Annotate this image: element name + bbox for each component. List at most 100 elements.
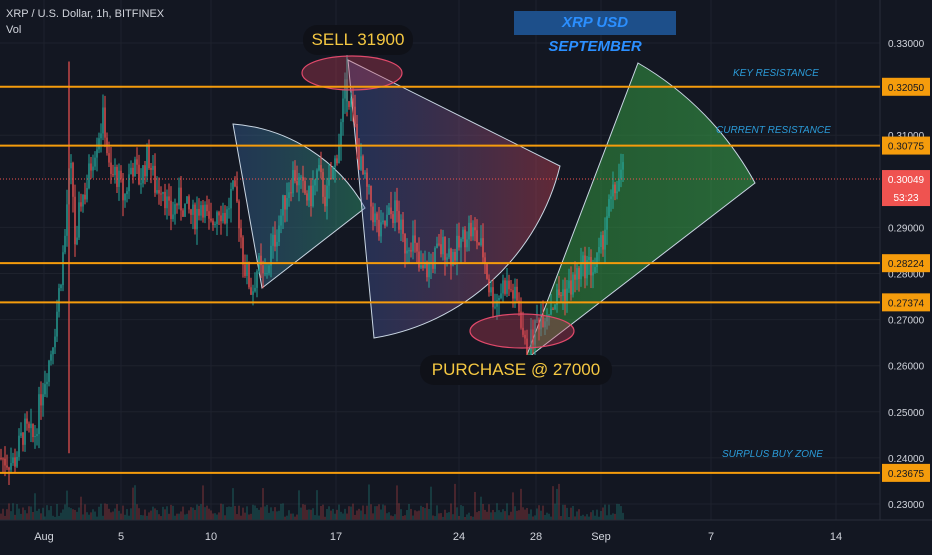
volume-bar (280, 503, 282, 520)
candle-body (232, 180, 234, 190)
volume-bar (528, 513, 530, 520)
candle-body (380, 222, 382, 237)
candle-body (254, 287, 256, 292)
volume-bar (576, 511, 578, 520)
volume-bar (352, 503, 354, 520)
volume-bar (278, 510, 280, 520)
candle-body (184, 203, 186, 217)
candle-body (472, 227, 474, 237)
candle-body (488, 278, 490, 293)
volume-bar (550, 516, 552, 520)
volume-bar (174, 515, 176, 520)
candle-body (140, 183, 142, 185)
candle-body (204, 204, 206, 218)
candle-body (512, 290, 514, 299)
volume-bar (248, 514, 250, 520)
candle-body (126, 191, 128, 195)
volume-bar (376, 506, 378, 520)
volume-bar (400, 509, 402, 520)
candle-body (452, 251, 454, 266)
candle-body (432, 262, 434, 269)
volume-bar (148, 512, 150, 520)
volume-bar (276, 511, 278, 520)
candle-body (618, 178, 620, 192)
candle-body (538, 319, 540, 330)
volume-bar (584, 516, 586, 520)
x-tick-label: 24 (453, 531, 465, 543)
candle-body (384, 220, 386, 226)
volume-bar (464, 516, 466, 520)
volume-bar (102, 515, 104, 520)
volume-bar (10, 511, 12, 520)
candle-body (516, 286, 518, 301)
volume-bar (324, 516, 326, 520)
volume-bar (20, 513, 22, 520)
candle-body (42, 394, 44, 406)
volume-bar (594, 515, 596, 520)
candle-body (470, 222, 472, 237)
candle-body (156, 190, 158, 193)
candle-body (556, 289, 558, 305)
candle-body (248, 263, 250, 288)
candle-body (158, 190, 160, 194)
y-tick-label: 0.27000 (888, 316, 925, 327)
volume-bar (532, 516, 534, 520)
volume-bar (234, 505, 236, 520)
candle-body (594, 267, 596, 273)
volume-bar (240, 515, 242, 520)
candle-body (506, 280, 508, 294)
candle-body (574, 274, 576, 280)
volume-bar (214, 513, 216, 520)
candle-body (312, 185, 314, 206)
candle-body (122, 178, 124, 201)
volume-bar (224, 515, 226, 520)
volume-bar (0, 513, 2, 520)
candle-body (242, 237, 244, 265)
candle-body (334, 158, 336, 168)
candle-body (388, 207, 390, 215)
volume-bar (386, 513, 388, 520)
volume-bar (158, 514, 160, 520)
volume-bar (478, 510, 480, 520)
volume-bar (44, 516, 46, 520)
volume-bar (412, 515, 414, 520)
volume-bar (226, 507, 228, 520)
candle-body (484, 257, 486, 264)
volume-bar (468, 512, 470, 520)
candle-body (402, 219, 404, 234)
candle-body (154, 165, 156, 193)
candle-body (436, 243, 438, 249)
candle-body (120, 170, 122, 179)
volume-bar (552, 486, 554, 520)
level-badge-text: 0.32050 (888, 83, 925, 94)
volume-bar (590, 512, 592, 520)
volume-bars (0, 483, 624, 520)
candle-body (260, 255, 262, 266)
candle-body (434, 248, 436, 269)
volume-bar (176, 513, 178, 520)
volume-bar (34, 493, 36, 520)
candle-body (132, 167, 134, 177)
volume-bar (238, 505, 240, 520)
candle-body (460, 238, 462, 248)
volume-bar (166, 506, 168, 520)
candle-body (282, 195, 284, 216)
volume-bar (72, 509, 74, 520)
candle-body (344, 79, 346, 99)
volume-bar (284, 516, 286, 520)
candle-body (572, 274, 574, 295)
volume-bar (218, 512, 220, 520)
volume-bar (360, 510, 362, 520)
candle-body (202, 205, 204, 218)
volume-bar (392, 516, 394, 520)
candle-body (84, 194, 86, 200)
candle-body (546, 315, 548, 322)
volume-bar (366, 505, 368, 520)
candle-body (458, 235, 460, 248)
volume-bar (566, 507, 568, 520)
current-resistance-label: CURRENT RESISTANCE (716, 125, 831, 136)
volume-bar (476, 512, 478, 520)
candle-body (238, 201, 240, 229)
candle-body (504, 280, 506, 294)
